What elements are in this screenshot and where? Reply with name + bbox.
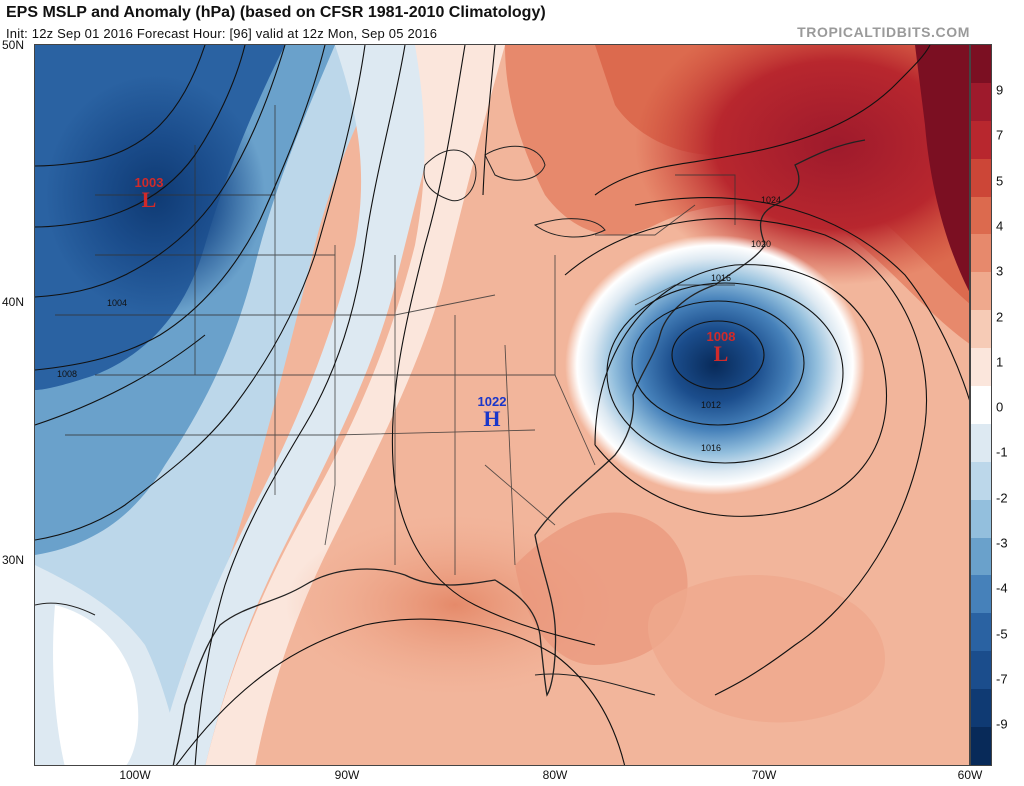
colorbar-label: -7 [996,671,1008,687]
lon-label-70w: 70W [751,768,777,782]
colorbar-segment [971,651,991,690]
colorbar-label: -4 [996,580,1008,596]
colorbar-segment [971,234,991,273]
contour-label-1024: 1024 [761,195,781,205]
brand-watermark: TROPICALTIDBITS.COM [797,24,970,40]
colorbar-segment [971,272,991,311]
colorbar-segment [971,537,991,576]
colorbar-label: 2 [996,309,1004,324]
lon-label-90w: 90W [334,768,360,782]
lat-label-40n: 40N [2,295,25,309]
contour-label-1004: 1004 [107,298,127,308]
colorbar-segment [971,310,991,349]
colorbar-label: 1 [996,354,1004,370]
colorbar-label: 9 [996,82,1004,98]
colorbar-label: -3 [996,535,1008,551]
high-center-value: 1022 [477,394,507,409]
colorbar-segment [971,45,991,83]
colorbar-segment [971,348,991,387]
colorbar-segment [971,613,991,652]
colorbar-label: -2 [996,490,1008,506]
contour-label-1016-south: 1016 [701,443,721,453]
colorbar-segment [971,423,991,462]
colorbar-segment [971,196,991,235]
colorbar-label: -9 [996,716,1008,732]
colorbar-label: -5 [996,626,1008,642]
map-panel: 1024 1020 1016 1012 1016 1004 1008 [34,44,970,766]
lon-label-60w: 60W [957,768,983,782]
chart-title: EPS MSLP and Anomaly (hPa) (based on CFS… [6,4,546,21]
colorbar-label: 0 [996,399,1004,415]
colorbar-segment [971,689,991,728]
colorbar-segment [971,120,991,159]
contour-label-1008: 1008 [57,369,77,379]
colorbar-label: -1 [996,444,1008,460]
colorbar-label: 5 [996,173,1004,189]
colorbar-segment [971,461,991,500]
anomaly-map: 1024 1020 1016 1012 1016 1004 1008 [35,45,969,765]
colorbar-segment [971,386,991,424]
low-center-east: 1008 L [707,330,736,365]
lat-label-50n: 50N [2,38,25,52]
high-center-symbol: H [483,406,501,431]
colorbar-label: 3 [996,263,1004,279]
high-center: 1022 H [478,395,507,430]
lon-label-80w: 80W [542,768,568,782]
colorbar-segment [971,158,991,197]
low-center-west-value: 1003 [134,175,164,190]
lon-label-100w: 100W [119,768,151,782]
chart-subtitle: Init: 12z Sep 01 2016 Forecast Hour: [96… [6,26,438,41]
contour-label-1016-north: 1016 [711,273,731,283]
low-center-east-value: 1008 [706,329,736,344]
low-center-west-symbol: L [141,187,157,212]
colorbar-segment [971,727,991,765]
colorbar [970,44,992,766]
contour-label-1012: 1012 [701,400,721,410]
lat-label-30n: 30N [2,553,25,567]
colorbar-segment [971,499,991,538]
colorbar-label: 4 [996,218,1004,234]
contour-label-1020: 1020 [751,239,771,249]
colorbar-segment [971,575,991,614]
colorbar-segment [971,82,991,121]
low-center-west: 1003 L [135,176,164,211]
low-center-east-symbol: L [713,341,729,366]
colorbar-label: 7 [996,127,1004,143]
